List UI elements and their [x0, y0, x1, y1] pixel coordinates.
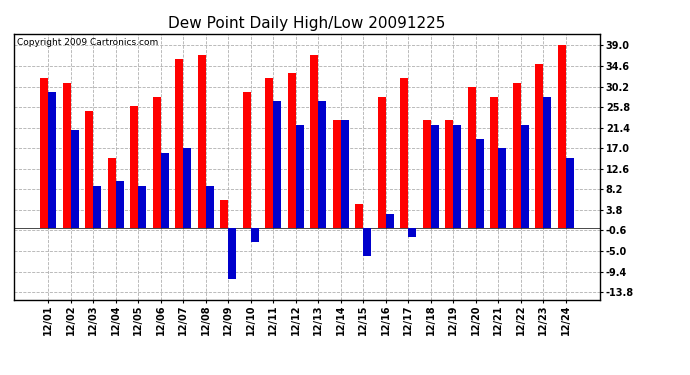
- Bar: [243, 92, 250, 228]
- Bar: [355, 204, 364, 228]
- Bar: [535, 64, 543, 228]
- Bar: [296, 125, 304, 228]
- Bar: [130, 106, 138, 228]
- Bar: [198, 55, 206, 228]
- Bar: [341, 120, 348, 228]
- Text: Copyright 2009 Cartronics.com: Copyright 2009 Cartronics.com: [17, 38, 158, 47]
- Bar: [175, 60, 184, 228]
- Bar: [498, 148, 506, 228]
- Bar: [63, 83, 71, 228]
- Bar: [468, 87, 476, 228]
- Bar: [558, 45, 566, 228]
- Bar: [71, 129, 79, 228]
- Bar: [364, 228, 371, 256]
- Bar: [161, 153, 168, 228]
- Bar: [93, 186, 101, 228]
- Bar: [378, 97, 386, 228]
- Bar: [220, 200, 228, 228]
- Bar: [521, 125, 529, 228]
- Bar: [453, 125, 461, 228]
- Bar: [41, 78, 48, 228]
- Bar: [333, 120, 341, 228]
- Bar: [310, 55, 318, 228]
- Bar: [491, 97, 498, 228]
- Bar: [184, 148, 191, 228]
- Title: Dew Point Daily High/Low 20091225: Dew Point Daily High/Low 20091225: [168, 16, 446, 31]
- Bar: [446, 120, 453, 228]
- Bar: [400, 78, 408, 228]
- Bar: [273, 102, 282, 228]
- Bar: [431, 125, 439, 228]
- Bar: [138, 186, 146, 228]
- Bar: [476, 139, 484, 228]
- Bar: [408, 228, 416, 237]
- Bar: [153, 97, 161, 228]
- Bar: [566, 158, 573, 228]
- Bar: [318, 102, 326, 228]
- Bar: [513, 83, 521, 228]
- Bar: [206, 186, 214, 228]
- Bar: [266, 78, 273, 228]
- Bar: [250, 228, 259, 242]
- Bar: [116, 181, 124, 228]
- Bar: [543, 97, 551, 228]
- Bar: [86, 111, 93, 228]
- Bar: [108, 158, 116, 228]
- Bar: [48, 92, 56, 228]
- Bar: [386, 214, 394, 228]
- Bar: [288, 74, 296, 228]
- Bar: [423, 120, 431, 228]
- Bar: [228, 228, 236, 279]
